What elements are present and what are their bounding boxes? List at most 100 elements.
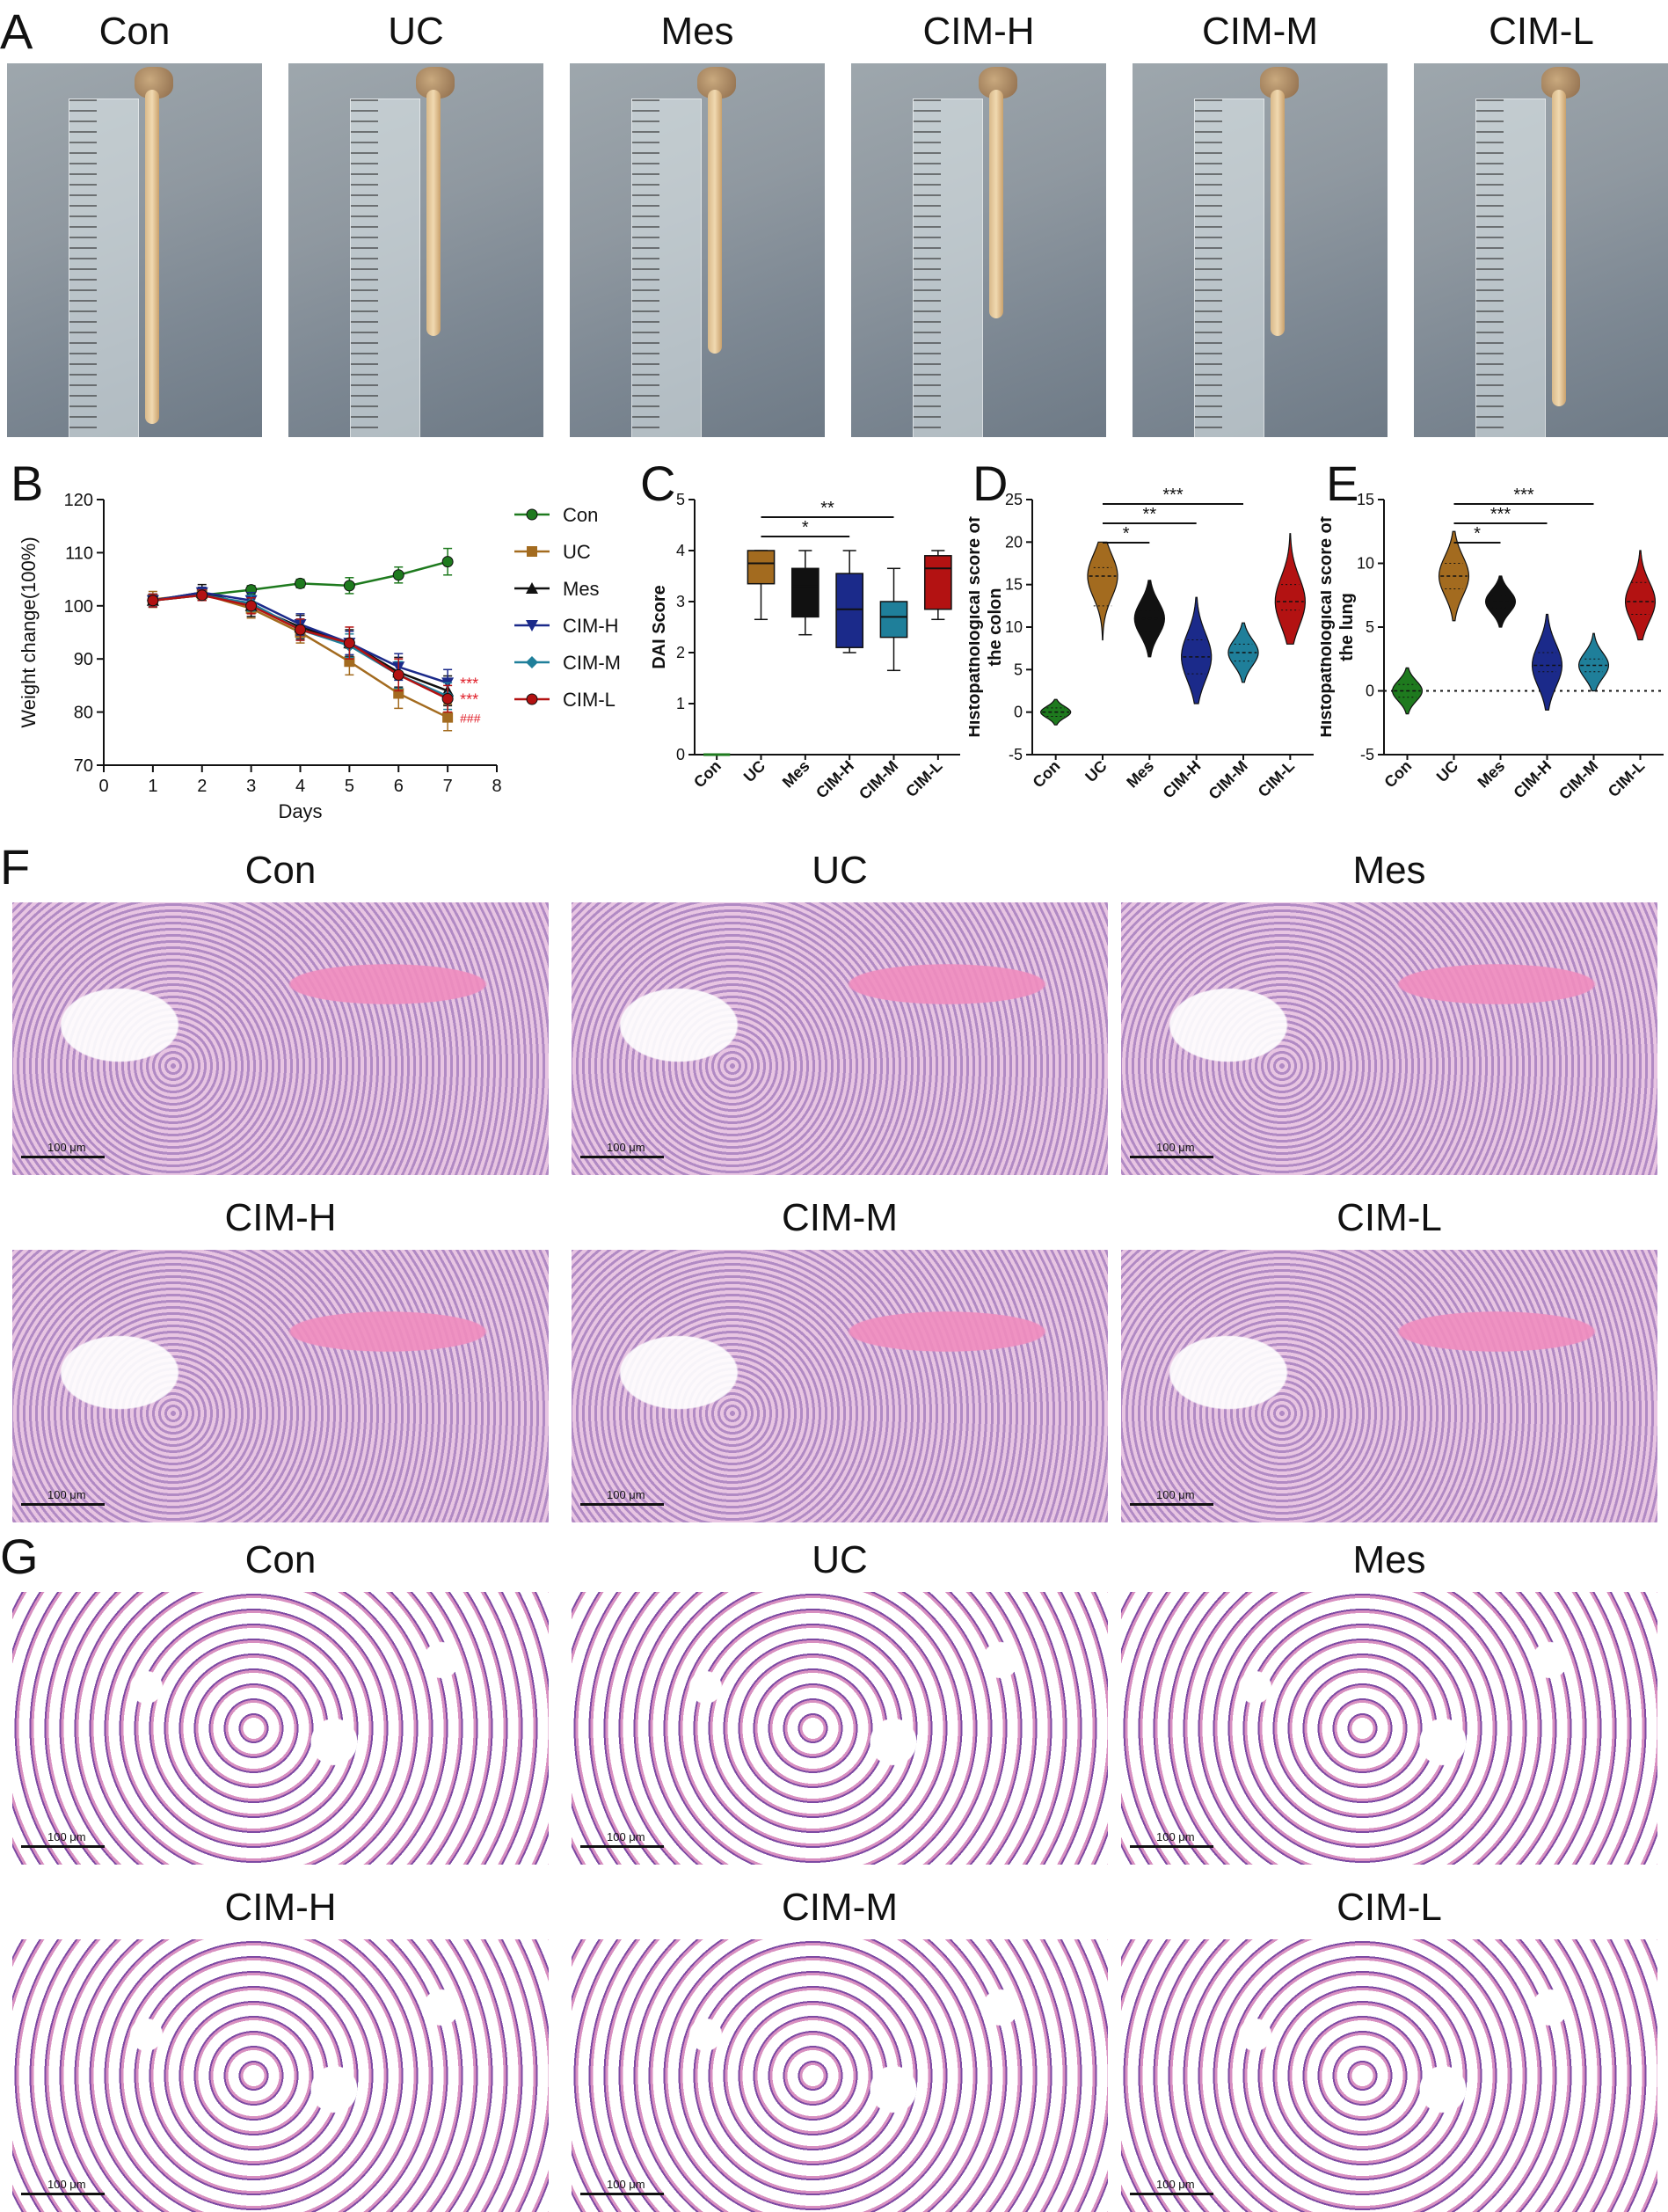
- y-tick-label: 5: [676, 491, 685, 508]
- series-mes: [146, 583, 455, 707]
- violin-uc: [1438, 530, 1470, 622]
- lung-histo-image-con: 100 μm: [12, 1592, 549, 1865]
- panel-label-f: F: [0, 839, 31, 894]
- lung-histo-title-mes: Mes: [1352, 1538, 1426, 1581]
- category-label: CIM-L: [1605, 757, 1648, 800]
- y-tick-label: -5: [1009, 746, 1023, 763]
- lung-histo-title-cim-l: CIM-L: [1337, 1886, 1442, 1929]
- ruler: [1475, 99, 1546, 437]
- data-point: [442, 712, 454, 723]
- data-point: [392, 668, 404, 681]
- scale-bar: [21, 1503, 105, 1506]
- category-label: UC: [1433, 757, 1462, 786]
- scale-bar-label: 100 μm: [47, 1830, 86, 1843]
- violin-mes: [1133, 580, 1166, 658]
- violin-cim-m: [1227, 622, 1259, 683]
- box-cim-m: [879, 567, 908, 672]
- significance-label: *: [1474, 524, 1481, 544]
- y-tick-label: 110: [65, 544, 93, 563]
- category-label: CIM-M: [1555, 757, 1601, 803]
- series-line: [152, 594, 448, 697]
- x-tick-label: 2: [197, 777, 207, 796]
- scale-bar: [580, 1845, 664, 1848]
- data-point: [392, 569, 404, 581]
- legend: Con UC Mes CIM-H CIM-M CIM-L: [514, 504, 621, 711]
- category-label: CIM-H: [1160, 757, 1205, 802]
- series-cim-l: [147, 588, 454, 713]
- data-point: [196, 589, 208, 602]
- sig-annotation: ###: [460, 712, 481, 726]
- data-point: [343, 637, 355, 649]
- data-point: [441, 693, 454, 704]
- x-tick-label: 0: [98, 777, 108, 796]
- colon-photo-cim-l: [1414, 63, 1668, 437]
- y-tick-label: 10: [1357, 555, 1374, 573]
- scale-bar: [1130, 1503, 1213, 1506]
- y-tick-label: 5: [1366, 618, 1374, 636]
- y-axis-label: the colon: [986, 588, 1005, 667]
- scale-bar-label: 100 μm: [607, 1141, 645, 1154]
- data-point: [295, 624, 306, 636]
- ruler: [1194, 99, 1264, 437]
- violin-cim-h: [1181, 596, 1213, 704]
- colon-histo-title-cim-l: CIM-L: [1337, 1196, 1442, 1239]
- y-tick-label: 20: [1005, 533, 1023, 551]
- y-tick-label: 80: [74, 704, 93, 723]
- significance-label: ***: [1490, 505, 1511, 524]
- series-con: [147, 547, 454, 608]
- photo-title-cim-l: CIM-L: [1489, 10, 1594, 53]
- y-axis-label: Weight change(100%): [18, 537, 40, 727]
- scale-bar-label: 100 μm: [47, 2178, 86, 2191]
- colon-histo-title-con: Con: [244, 849, 317, 892]
- ruler: [350, 99, 420, 437]
- colon-histo-image-con: 100 μm: [12, 902, 549, 1175]
- scale-bar-label: 100 μm: [1156, 1830, 1195, 1843]
- scale-bar: [21, 2193, 105, 2195]
- category-label: Mes: [1123, 757, 1157, 792]
- scale-bar-label: 100 μm: [1156, 2178, 1195, 2191]
- colon-histo-image-mes: 100 μm: [1121, 902, 1657, 1175]
- colon-photo-uc: [288, 63, 543, 437]
- x-tick-label: 7: [443, 777, 453, 796]
- colon-histo-title-cim-m: CIM-M: [782, 1196, 898, 1239]
- scale-bar-label: 100 μm: [607, 2178, 645, 2191]
- data-point: [343, 580, 355, 592]
- data-point: [245, 600, 258, 612]
- legend-entry: CIM-M: [563, 652, 621, 674]
- colon-tissue: [145, 90, 159, 424]
- y-axis-label: DAI Score: [650, 585, 669, 669]
- x-tick-label: 1: [148, 777, 157, 796]
- box-cim-l: [923, 550, 952, 621]
- legend-entry: UC: [563, 541, 591, 563]
- y-tick-label: 25: [1005, 491, 1023, 508]
- category-label: CIM-M: [1205, 757, 1251, 803]
- colon-histo-image-uc: 100 μm: [572, 902, 1108, 1175]
- scale-bar-label: 100 μm: [1156, 1488, 1195, 1501]
- lung-histo-title-uc: UC: [812, 1538, 868, 1581]
- series-line: [152, 594, 448, 700]
- photo-title-cim-m: CIM-M: [1202, 10, 1318, 53]
- sig-annotation: ***: [460, 691, 478, 709]
- legend-entry: Con: [563, 504, 598, 526]
- colon-tissue: [426, 90, 441, 336]
- scale-bar: [580, 2193, 664, 2195]
- legend-entry: Mes: [563, 578, 600, 600]
- significance-label: ***: [1162, 485, 1184, 505]
- colon-photo-mes: [570, 63, 825, 437]
- data-point: [441, 556, 454, 568]
- series-cim-m: [146, 588, 455, 711]
- panel-label-d: D: [972, 456, 1009, 511]
- scale-bar-label: 100 μm: [607, 1488, 645, 1501]
- y-tick-label: 120: [64, 491, 93, 510]
- violin-con: [1039, 698, 1072, 726]
- category-label: Con: [1030, 757, 1064, 792]
- category-label: Mes: [1474, 757, 1508, 792]
- y-tick-label: 3: [676, 593, 685, 610]
- category-label: CIM-H: [812, 757, 857, 802]
- lung-histo-violin-chart: -5 0 5 10 15 Con UC Mes CIM-H CIM-M CIM-L Histopath…: [1321, 485, 1664, 803]
- violin-cim-h: [1531, 613, 1563, 711]
- lung-histo-title-con: Con: [244, 1538, 317, 1581]
- y-axis-label: the lung: [1337, 593, 1357, 661]
- violin-cim-m: [1577, 632, 1610, 692]
